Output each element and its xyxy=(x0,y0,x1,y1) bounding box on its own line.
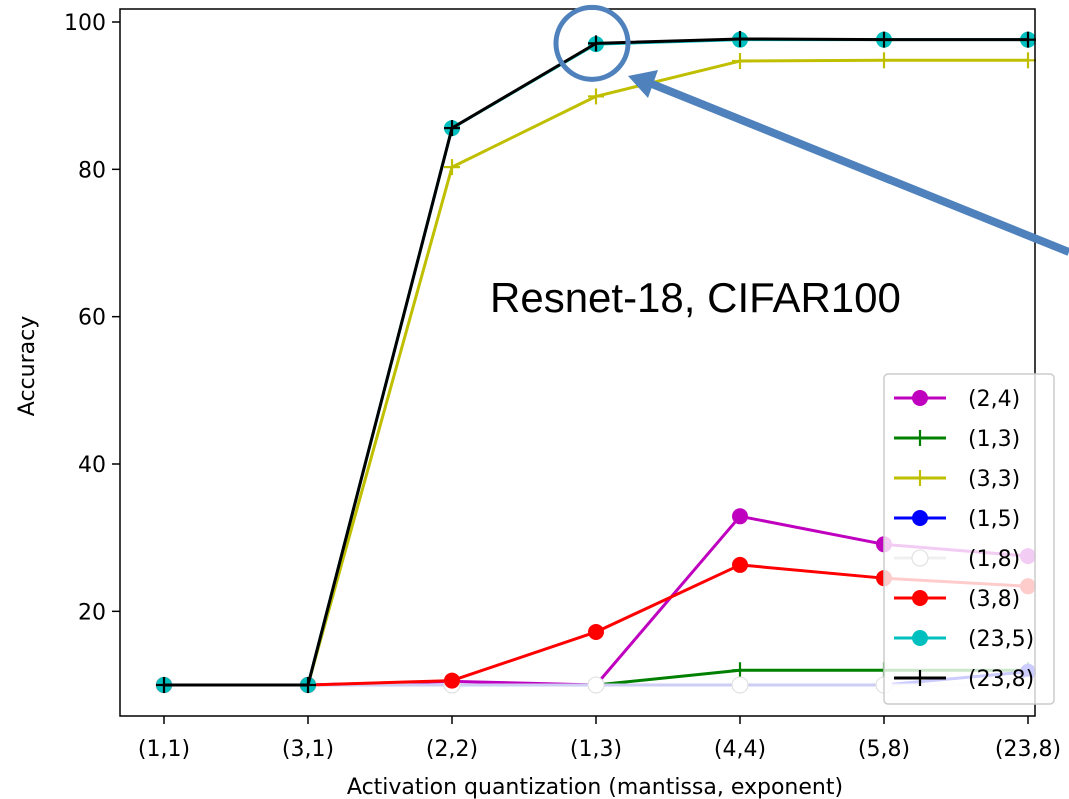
legend-label: (23,5) xyxy=(968,627,1034,652)
legend-entry-1-5: (1,5) xyxy=(894,507,1020,532)
y-axis-label: Accuracy xyxy=(15,316,40,416)
legend-entry-23-8: (23,8) xyxy=(894,667,1034,692)
legend: (2,4) (1,3) (3,3) (1,5) (1,8) (3,8) (23,5) (23,… xyxy=(883,373,1055,705)
legend-swatch-marker xyxy=(912,510,928,526)
y-tick-label-20: 20 xyxy=(78,600,106,625)
legend-label: (1,8) xyxy=(968,547,1020,572)
x-tick-label-5-8: (5,8) xyxy=(858,737,910,762)
y-tick-label-100: 100 xyxy=(64,11,106,36)
data-point xyxy=(156,677,172,693)
x-tick-label-4-4: (4,4) xyxy=(714,737,766,762)
y-tick-label-60: 60 xyxy=(78,306,106,331)
highlight-circle xyxy=(553,4,631,82)
data-point xyxy=(876,52,892,69)
data-point xyxy=(732,508,748,525)
axes-layer: (1,1) (3,1) (2,2) (1,3) (4,4) (5,8) (23,8) 20 40… xyxy=(64,11,1061,762)
data-point xyxy=(588,623,604,640)
x-tick-label-3-1: (3,1) xyxy=(282,737,334,762)
legend-swatch-marker xyxy=(912,430,928,446)
data-point xyxy=(444,159,460,176)
data-point xyxy=(732,53,748,70)
data-point xyxy=(588,35,604,52)
x-tick-label-1-3: (1,3) xyxy=(570,737,622,762)
x-tick-label-2-2: (2,2) xyxy=(426,737,478,762)
data-point xyxy=(444,120,460,137)
legend-entry-3-3: (3,3) xyxy=(894,467,1020,492)
x-axis-label: Activation quantization (mantissa, expon… xyxy=(347,775,843,799)
legend-swatch-marker xyxy=(912,470,928,486)
legend-label: (23,8) xyxy=(968,667,1034,692)
data-point xyxy=(731,676,749,694)
data-point xyxy=(1020,31,1036,48)
data-point xyxy=(587,676,605,694)
data-point xyxy=(588,88,604,105)
x-tick-label-23-8: (23,8) xyxy=(995,737,1061,762)
legend-label: (2,4) xyxy=(968,387,1020,412)
y-tick-label-80: 80 xyxy=(78,158,106,183)
chart-annotation: Resnet-18, CIFAR100 xyxy=(490,274,901,321)
series-23-8 xyxy=(156,30,1036,693)
legend-swatch-marker xyxy=(912,390,928,406)
y-tick-label-40: 40 xyxy=(78,453,106,478)
legend-label: (3,3) xyxy=(968,467,1020,492)
legend-box xyxy=(883,373,1055,705)
legend-swatch-marker xyxy=(912,630,928,646)
legend-entry-23-5: (23,5) xyxy=(894,627,1034,652)
legend-label: (1,5) xyxy=(968,507,1020,532)
legend-label: (1,3) xyxy=(968,427,1020,452)
data-point xyxy=(1020,52,1036,69)
data-point xyxy=(732,556,748,573)
data-point xyxy=(876,31,892,48)
legend-entry-2-4: (2,4) xyxy=(894,387,1020,412)
highlight-arrow-head xyxy=(628,70,658,98)
data-point xyxy=(732,30,748,47)
x-tick-label-1-1: (1,1) xyxy=(138,737,190,762)
legend-entry-1-8: (1,8) xyxy=(894,547,1020,572)
legend-swatch-marker xyxy=(912,590,928,606)
legend-label: (3,8) xyxy=(968,587,1020,612)
legend-swatch-marker xyxy=(912,670,928,686)
data-point xyxy=(300,677,316,693)
legend-entry-3-8: (3,8) xyxy=(894,587,1020,612)
data-point xyxy=(732,662,748,679)
highlight-arrow-shaft xyxy=(650,80,1069,256)
highlight-layer xyxy=(553,4,1069,256)
data-point xyxy=(444,672,460,689)
legend-entry-1-3: (1,3) xyxy=(894,427,1020,452)
legend-swatch-marker xyxy=(911,549,929,567)
